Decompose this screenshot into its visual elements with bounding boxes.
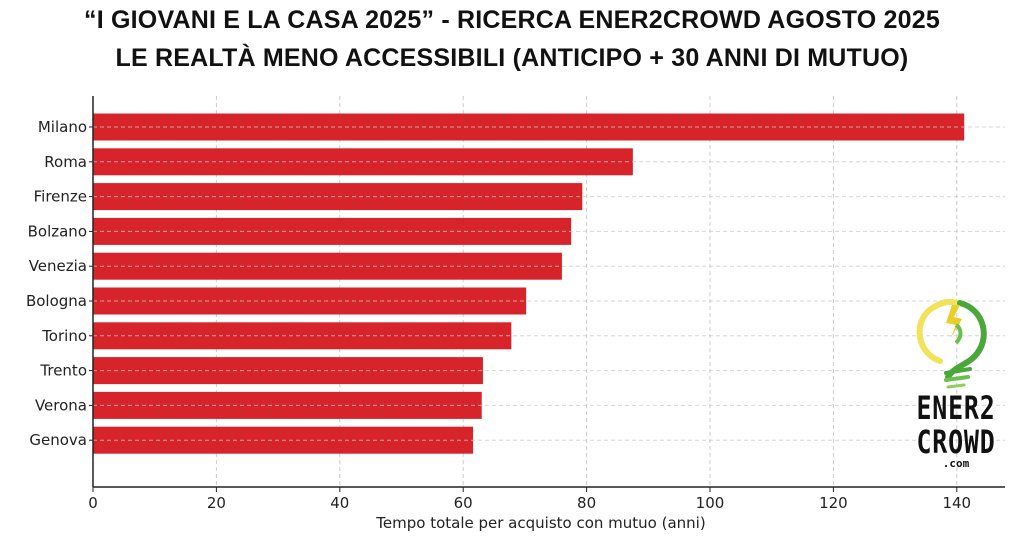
logo-text-dotcom: .com bbox=[942, 457, 970, 470]
lightbulb-lightning-icon bbox=[916, 298, 987, 389]
x-tick-label: 20 bbox=[207, 494, 226, 512]
y-tick-label: Trento bbox=[39, 362, 87, 380]
axes bbox=[89, 96, 1005, 492]
y-tick-label: Bolzano bbox=[28, 222, 87, 240]
y-tick-label: Milano bbox=[38, 118, 87, 136]
y-tick-label: Torino bbox=[41, 327, 87, 345]
x-tick-label: 60 bbox=[454, 494, 473, 512]
y-tick-label: Venezia bbox=[29, 257, 87, 275]
logo-text-ener2: ENER2 bbox=[916, 389, 996, 427]
x-tick-label: 100 bbox=[696, 494, 725, 512]
x-tick-label: 0 bbox=[88, 494, 98, 512]
chart-title-line-2: LE REALTÀ MENO ACCESSIBILI (ANTICIPO + 3… bbox=[115, 44, 909, 72]
y-tick-label: Genova bbox=[29, 431, 87, 449]
y-tick-label: Verona bbox=[35, 396, 87, 414]
logo-text-crowd: CROWD bbox=[916, 423, 996, 461]
x-tick-label: 120 bbox=[819, 494, 848, 512]
y-tick-labels: Milano Roma Firenze Bolzano Venezia Bologna To… bbox=[26, 118, 87, 449]
y-tick-label: Roma bbox=[44, 153, 87, 171]
bars bbox=[93, 113, 965, 454]
x-tick-label: 40 bbox=[330, 494, 349, 512]
x-tick-label: 140 bbox=[942, 494, 971, 512]
bar-torino bbox=[93, 322, 512, 350]
y-tick-label: Firenze bbox=[34, 188, 87, 206]
grid-horizontal bbox=[93, 126, 1005, 441]
chart-title-line-1: “I GIOVANI E LA CASA 2025” - RICERCA ENE… bbox=[84, 6, 940, 34]
x-tick-label: 80 bbox=[577, 494, 596, 512]
y-tick-label: Bologna bbox=[26, 292, 87, 310]
ener2crowd-logo: ENER2 CROWD .com bbox=[900, 295, 1012, 475]
x-tick-labels: 0 20 40 60 80 100 120 140 bbox=[88, 494, 971, 512]
x-axis-label: Tempo totale per acquisto con mutuo (ann… bbox=[375, 514, 705, 532]
